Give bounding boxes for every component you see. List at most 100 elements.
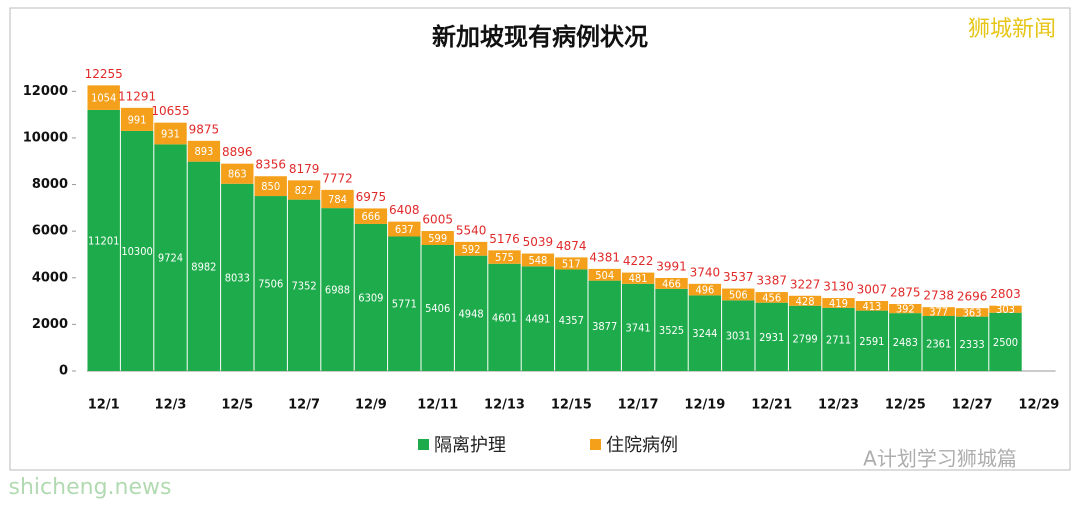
data-label: 4357 [559,314,584,327]
bar-segment [722,300,755,371]
bar-segment [555,257,588,270]
total-label: 5540 [456,223,487,237]
total-label: 2875 [890,285,921,299]
legend-swatch [418,439,429,450]
bar-segment [588,280,621,371]
bar-segment [187,161,221,371]
y-tick-label: 2000 [32,317,68,332]
data-label: 5406 [425,302,450,315]
bar-segment [855,310,889,371]
watermark: 狮城新闻 [968,17,1056,42]
total-label: 8356 [255,158,286,172]
total-label: 3740 [690,265,721,279]
y-tick-label: 4000 [32,270,68,285]
total-label: 2696 [957,290,988,304]
y-tick-label: 8000 [32,177,68,192]
bar-segment [555,269,588,371]
data-label: 8033 [225,271,250,284]
data-label: 4601 [492,311,517,324]
data-label: 363 [963,306,982,319]
y-tick-label: 0 [59,364,68,379]
bar-segment [889,303,922,314]
total-label: 3991 [656,259,687,273]
data-label: 428 [796,295,815,308]
x-tick-label: 12/9 [355,398,387,413]
chart-title: 新加坡现有病例状况 [432,23,648,51]
total-label: 4874 [556,239,587,253]
bar-segment [321,208,354,371]
bar-segment [788,305,822,371]
data-label: 303 [996,303,1015,316]
bar-segment [488,263,521,371]
legend-label: 住院病例 [606,435,678,456]
data-label: 2591 [859,335,884,348]
data-label: 637 [395,223,414,236]
bar-segment [87,109,120,371]
bar-segment [454,255,488,371]
total-label: 4381 [589,250,620,264]
data-label: 466 [662,277,681,290]
data-label: 931 [161,128,180,141]
x-tick-label: 12/19 [684,398,725,413]
total-label: 2803 [990,287,1021,301]
data-label: 850 [261,180,280,193]
data-label: 456 [762,291,781,304]
bar-segment [955,316,989,371]
bar-segment [822,307,855,371]
data-label: 6988 [325,284,350,297]
data-label: 4948 [459,307,484,320]
bar-segment [655,277,688,289]
x-tick-label: 12/29 [1018,398,1059,413]
data-label: 548 [528,254,547,267]
bar-segment [120,130,154,371]
data-label: 517 [562,257,581,270]
x-tick-label: 12/25 [885,398,926,413]
data-label: 7352 [292,279,317,292]
total-label: 8896 [222,145,253,159]
total-label: 7772 [322,171,353,185]
x-tick-label: 12/27 [952,398,993,413]
data-label: 2361 [926,337,951,350]
x-tick-label: 12/17 [618,398,659,413]
total-label: 3387 [756,274,787,288]
data-label: 3525 [659,324,684,337]
total-label: 6408 [389,203,420,217]
bar-segment [388,221,421,237]
data-label: 506 [729,288,748,301]
data-label: 8982 [191,260,216,273]
data-label: 2711 [826,333,851,346]
bar-segment [755,302,788,371]
bar-segment [922,315,955,371]
data-label: 9724 [158,252,183,265]
bar-segment [454,241,488,256]
bar-segment [87,85,120,110]
data-label: 893 [194,145,213,158]
data-label: 2483 [893,336,918,349]
watermark: A计划学习狮城篇 [863,447,1017,471]
total-label: 9875 [189,122,220,136]
data-label: 592 [462,243,481,256]
legend-swatch [590,439,601,450]
data-label: 10300 [121,245,152,258]
bar-segment [421,231,454,245]
bar-segment [621,272,655,284]
bar-segment [989,305,1022,313]
bar-segment [588,268,621,281]
bar-segment [688,295,722,371]
bar-segment [354,208,388,224]
data-label: 863 [228,168,247,181]
watermark: shicheng.news [9,475,172,500]
data-label: 5771 [392,298,417,311]
data-label: 991 [128,113,147,126]
data-label: 575 [495,251,514,264]
bar-segment [187,140,221,162]
legend-label: 隔离护理 [434,435,506,456]
bar-segment [922,307,955,316]
total-label: 2738 [923,289,954,303]
data-label: 7506 [258,278,283,291]
data-label: 1054 [91,92,116,105]
total-label: 3227 [790,277,821,291]
bar-segment [154,144,187,371]
bar-segment [120,107,154,131]
